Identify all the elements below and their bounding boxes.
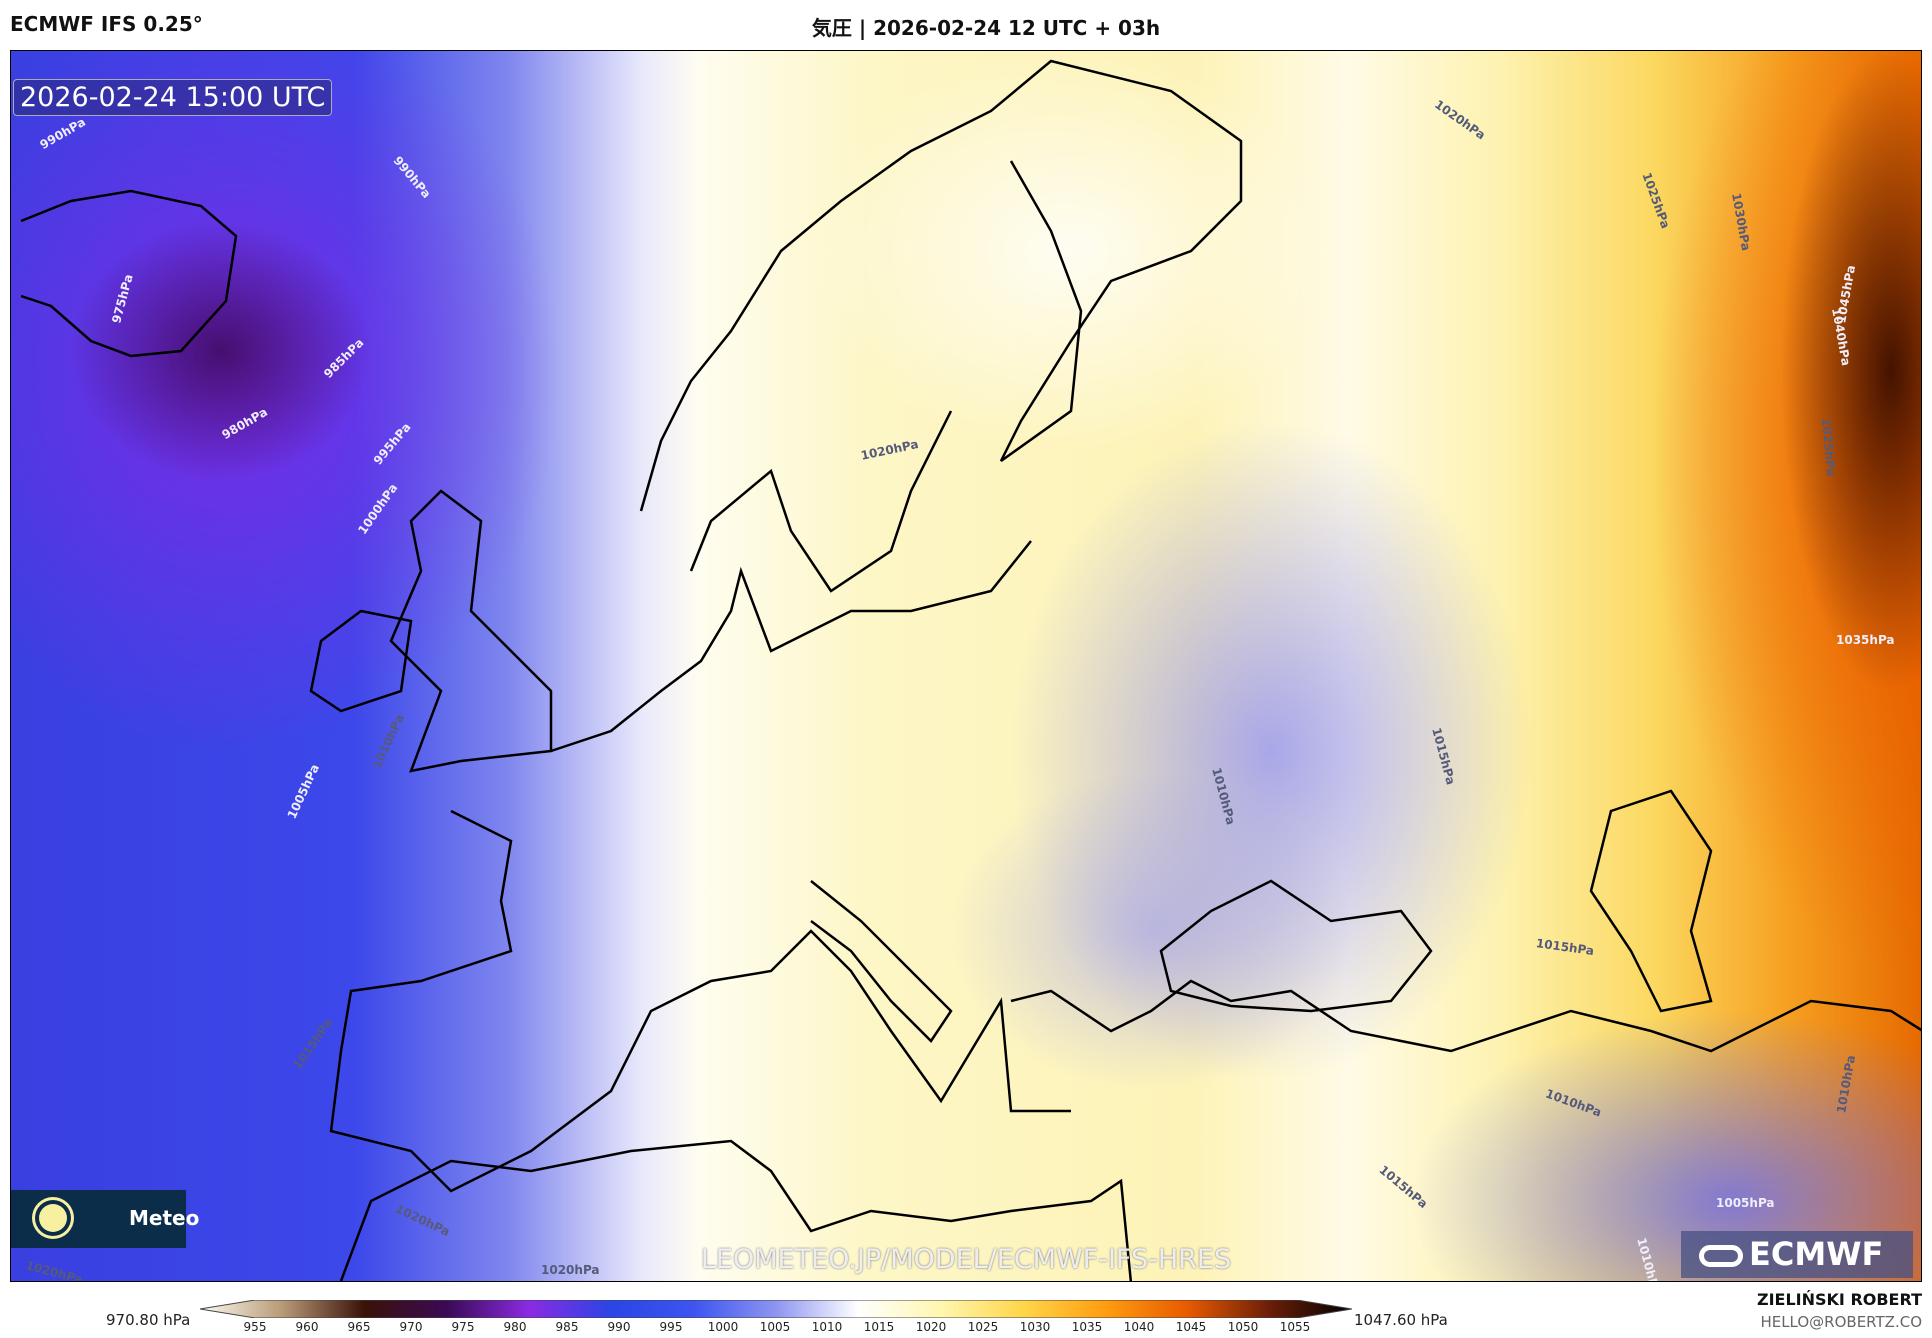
chart-title: 気圧 | 2026-02-24 12 UTC + 03h [811, 16, 1161, 40]
meteo-logo-text: Meteo [129, 1206, 200, 1230]
colorbar-tick-label: 970 [399, 1320, 423, 1334]
watermark: LEOMETEO.JP/MODEL/ECMWF-IFS-HRES [700, 1244, 1232, 1275]
colorbar-tick-label: 1040 [1123, 1320, 1155, 1334]
colorbar-tick-label: 1050 [1227, 1320, 1259, 1334]
colorbar-tick-label: 1010 [811, 1320, 843, 1334]
caspian-coast [1589, 789, 1713, 1013]
meteo-logo: Meteo [11, 1190, 199, 1248]
colorbar-tick-label: 1035 [1071, 1320, 1103, 1334]
black-sea-coast [1159, 879, 1433, 1013]
ecmwf-logo-icon [1699, 1245, 1743, 1267]
pressure-map: 2026-02-24 15:00 UTC 990hPa 990hPa 975hP… [10, 50, 1922, 1282]
italy-coast [810, 880, 953, 1043]
author-email: HELLO@ROBERTZ.CO [1760, 1313, 1922, 1331]
iceland-coast [20, 189, 238, 358]
ecmwf-logo-text: ECMWF [1749, 1235, 1884, 1273]
colorbar-tick-label: 1025 [967, 1320, 999, 1334]
north-africa-coast [339, 1139, 1133, 1281]
colorbar-tick-label: 1015 [863, 1320, 895, 1334]
colorbar-tick-label: 985 [555, 1320, 579, 1334]
author-name: ZIELIŃSKI ROBERT [1756, 1290, 1922, 1309]
ireland-coast [309, 609, 413, 713]
colorbar-tick-label: 1020 [915, 1320, 947, 1334]
model-title: ECMWF IFS 0.25° [10, 12, 203, 36]
colorbar-bar [200, 1300, 1352, 1318]
colorbar-tick-label: 1045 [1175, 1320, 1207, 1334]
colorbar-tick-label: 960 [295, 1320, 319, 1334]
colorbar-tick-label: 980 [503, 1320, 527, 1334]
continent-coast [329, 540, 1921, 1193]
sun-icon [39, 1204, 67, 1232]
coastlines [20, 59, 1921, 1281]
colorbar-tick-label: 1055 [1279, 1320, 1311, 1334]
colorbar-max-label: 1047.60 hPa [1354, 1311, 1448, 1329]
colorbar-tick-label: 965 [347, 1320, 371, 1334]
colorbar-tick-label: 975 [451, 1320, 475, 1334]
valid-time-badge: 2026-02-24 15:00 UTC [13, 79, 333, 116]
colorbar-tick-label: 1005 [759, 1320, 791, 1334]
contour-label: 1005hPa [1716, 1196, 1775, 1210]
colorbar-tick-label: 990 [607, 1320, 631, 1334]
colorbar-tick-label: 995 [659, 1320, 683, 1334]
contour-label: 1035hPa [1836, 633, 1895, 647]
ecmwf-logo: ECMWF [1681, 1231, 1913, 1278]
colorbar-tick-label: 955 [243, 1320, 267, 1334]
contour-label: 1020hPa [541, 1263, 600, 1277]
britain-coast [389, 489, 553, 773]
colorbar-tick-label: 1000 [707, 1320, 739, 1334]
colorbar-tick-label: 1030 [1019, 1320, 1051, 1334]
colorbar [200, 1300, 1352, 1318]
scandinavia-coast [639, 59, 1243, 593]
colorbar-min-label: 970.80 hPa [106, 1311, 191, 1329]
